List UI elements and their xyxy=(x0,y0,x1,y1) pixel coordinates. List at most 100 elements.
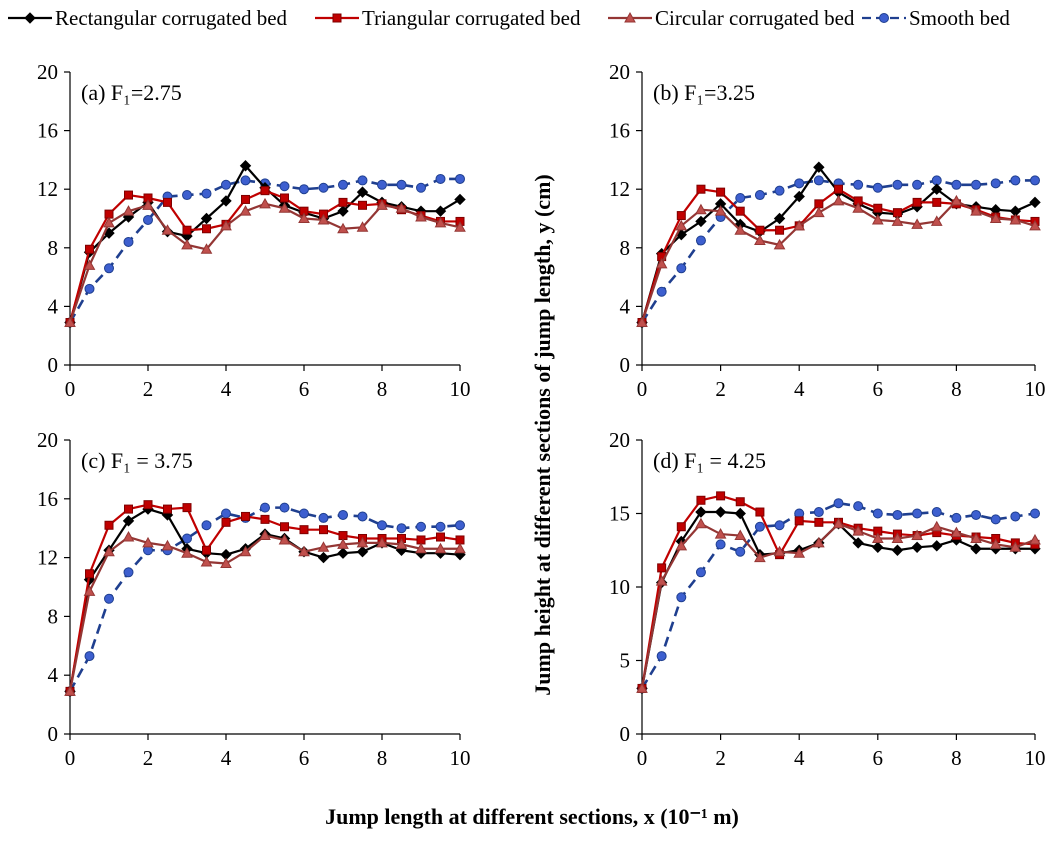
data-point xyxy=(64,316,76,328)
panel-d: 0 5 10 15 20 0 2 4 6 8 10 (d) F₁ = 4.25 xyxy=(609,428,1046,770)
data-point xyxy=(85,244,94,254)
data-point xyxy=(1029,533,1041,545)
data-point xyxy=(163,197,172,207)
data-point xyxy=(774,520,785,531)
data-point xyxy=(84,283,95,294)
y-tick-label: 5 xyxy=(620,649,631,673)
y-tick-label: 0 xyxy=(620,353,631,377)
data-point xyxy=(676,211,686,221)
data-point xyxy=(435,173,446,184)
y-tick-label: 20 xyxy=(37,60,58,84)
data-point xyxy=(221,517,231,527)
data-point xyxy=(299,525,309,535)
legend-label: Smooth bed xyxy=(909,6,1010,30)
data-point xyxy=(872,182,883,193)
data-point xyxy=(278,533,291,545)
x-tick-label: 0 xyxy=(637,377,648,401)
x-tick-label: 2 xyxy=(143,746,154,770)
data-point xyxy=(793,190,805,203)
data-point xyxy=(64,685,76,696)
legend-item-rectangular-corrugated-bed: Rectangular corrugated bed xyxy=(8,6,288,30)
data-point xyxy=(735,206,745,216)
data-point xyxy=(280,193,289,203)
data-point xyxy=(122,205,135,216)
data-point xyxy=(675,539,688,551)
data-point xyxy=(911,541,923,554)
data-point xyxy=(971,179,982,190)
data-point xyxy=(181,547,193,558)
series-line xyxy=(640,501,1036,690)
data-point xyxy=(695,567,706,578)
data-point xyxy=(656,651,667,662)
y-tick-label: 20 xyxy=(609,60,630,84)
x-tick-label: 4 xyxy=(794,746,805,770)
y-tick-label: 12 xyxy=(37,546,58,570)
data-point xyxy=(989,212,1002,223)
data-point xyxy=(773,212,786,225)
x-tick-label: 8 xyxy=(377,377,388,401)
data-point xyxy=(1030,508,1040,519)
data-point xyxy=(950,194,963,206)
data-point xyxy=(891,532,904,543)
data-point xyxy=(124,504,133,514)
data-point xyxy=(319,525,328,535)
data-point xyxy=(636,682,648,693)
data-point xyxy=(434,205,447,217)
data-point xyxy=(124,190,133,200)
data-point xyxy=(356,186,369,198)
panel-title: (a) F₁=2.75 xyxy=(81,80,182,105)
data-point xyxy=(657,563,667,573)
x-tick-label: 2 xyxy=(143,377,154,401)
data-point xyxy=(834,184,843,194)
data-point xyxy=(930,215,943,226)
data-point xyxy=(317,551,330,564)
data-point xyxy=(220,557,232,568)
data-point xyxy=(104,593,114,604)
data-point xyxy=(931,507,942,518)
data-point xyxy=(358,200,367,210)
y-tick-label: 4 xyxy=(48,663,59,687)
x-tick-label: 10 xyxy=(450,377,471,401)
y-tick-label: 16 xyxy=(37,119,58,143)
data-point xyxy=(872,541,884,554)
y-tick-label: 0 xyxy=(620,722,631,746)
data-point xyxy=(932,197,942,207)
data-point xyxy=(695,517,707,529)
data-point xyxy=(853,501,864,512)
x-tick-label: 6 xyxy=(873,746,884,770)
x-tick-label: 2 xyxy=(715,377,726,401)
data-point xyxy=(395,538,408,549)
data-point xyxy=(104,520,114,530)
data-point xyxy=(181,238,193,250)
data-point xyxy=(356,221,369,232)
data-point xyxy=(83,585,96,596)
legend-item-triangular-corrugated-bed: Triangular corrugated bed xyxy=(315,6,581,30)
data-point xyxy=(676,263,687,274)
data-point xyxy=(161,539,174,551)
data-point xyxy=(415,211,427,222)
data-point xyxy=(103,545,115,557)
data-point xyxy=(317,213,330,225)
data-point xyxy=(655,257,668,269)
y-tick-label: 8 xyxy=(48,604,59,628)
data-point xyxy=(775,225,785,235)
data-point xyxy=(794,178,805,189)
series-smooth-bed xyxy=(637,498,1040,694)
data-point xyxy=(317,541,330,552)
data-point xyxy=(337,547,349,559)
data-point xyxy=(716,187,726,197)
data-point xyxy=(376,536,388,548)
data-point xyxy=(655,575,668,586)
data-point xyxy=(455,173,465,184)
data-point xyxy=(833,498,844,509)
data-point xyxy=(221,179,231,190)
data-point xyxy=(813,175,824,186)
data-point xyxy=(715,539,726,550)
data-point xyxy=(278,202,291,213)
data-point xyxy=(356,546,369,558)
data-point xyxy=(930,520,943,532)
data-point xyxy=(832,194,845,206)
data-point xyxy=(675,219,688,231)
y-tick-label: 16 xyxy=(37,487,58,511)
